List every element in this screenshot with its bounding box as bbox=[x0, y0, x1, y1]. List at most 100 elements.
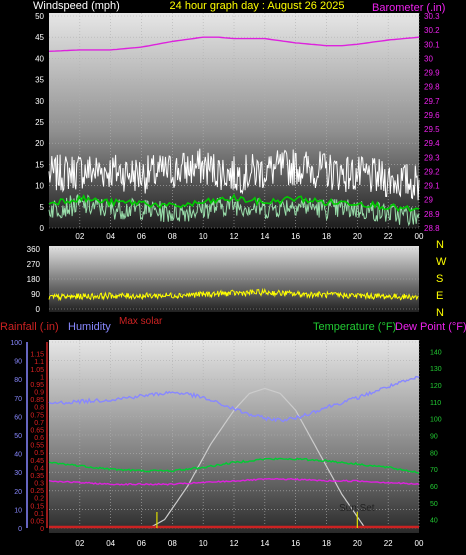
temperature-tick-label: 130 bbox=[430, 366, 442, 373]
temperature-axis-title: Temperature (°F) bbox=[313, 321, 396, 333]
humidity-tick-label: 100 bbox=[10, 340, 22, 347]
temperature-tick-label: 100 bbox=[430, 417, 442, 424]
rain-tick-label: 0.2 bbox=[34, 496, 44, 503]
rain-tick-label: 0.55 bbox=[30, 443, 44, 450]
rainfall-axis-title: Rainfall (.in) bbox=[0, 321, 59, 333]
direction-tick-label: 180 bbox=[27, 275, 41, 284]
temperature-tick-label: 110 bbox=[430, 400, 441, 407]
y-tick-label: 40 bbox=[35, 54, 44, 63]
x-tick-label: 22 bbox=[384, 232, 393, 241]
x-tick-label: 08 bbox=[168, 539, 177, 548]
max-solar-line bbox=[148, 387, 366, 529]
temperature-tick-label: 90 bbox=[430, 434, 438, 441]
x-tick-label: 02 bbox=[75, 232, 84, 241]
direction-tick-label: 360 bbox=[27, 245, 41, 254]
rain-tick-label: 1.15 bbox=[30, 352, 44, 359]
y2-tick-label: 29.4 bbox=[424, 139, 440, 148]
wind-series bbox=[48, 36, 420, 227]
temperature-tick-label: 40 bbox=[430, 518, 438, 525]
rain-tick-label: 0.45 bbox=[30, 458, 44, 465]
x-tick-label: 20 bbox=[353, 539, 362, 548]
humidity-tick-label: 80 bbox=[14, 377, 22, 384]
temperature-line bbox=[48, 457, 420, 474]
temperature-tick-label: 80 bbox=[430, 450, 438, 457]
max-solar-label: Max solar bbox=[119, 316, 163, 327]
x-tick-label: 06 bbox=[137, 539, 146, 548]
x-tick-label: 04 bbox=[106, 539, 115, 548]
rain-tick-label: 0.85 bbox=[30, 397, 44, 404]
y2-tick-label: 29.5 bbox=[424, 125, 440, 134]
compass-letter: W bbox=[436, 256, 447, 268]
x-tick-label: 18 bbox=[322, 539, 331, 548]
rain-tick-label: 0.75 bbox=[30, 412, 44, 419]
y-tick-label: 35 bbox=[35, 76, 44, 85]
rain-tick-label: 0.1 bbox=[34, 511, 44, 518]
x-tick-label: 20 bbox=[353, 232, 362, 241]
x-tick-label: 18 bbox=[322, 232, 331, 241]
barometer-line bbox=[48, 36, 420, 52]
rain-tick-label: 0.65 bbox=[30, 427, 44, 434]
humidity-tick-label: 60 bbox=[14, 414, 22, 421]
y2-tick-label: 28.8 bbox=[424, 224, 440, 233]
wind-lull-line bbox=[48, 193, 420, 227]
temperature-tick-label: 70 bbox=[430, 467, 438, 474]
x-tick-label: 22 bbox=[384, 539, 393, 548]
temperature-series bbox=[48, 375, 420, 529]
y2-tick-label: 29.1 bbox=[424, 182, 440, 191]
humidity-tick-label: 50 bbox=[14, 433, 22, 440]
dewpoint-line bbox=[48, 477, 420, 486]
y2-tick-label: 29.9 bbox=[424, 69, 440, 78]
rain-tick-label: 0.05 bbox=[30, 518, 44, 525]
direction-tick-label: 0 bbox=[36, 305, 41, 314]
x-tick-label: 16 bbox=[291, 539, 300, 548]
compass-letter: E bbox=[436, 290, 443, 302]
x-tick-label: 02 bbox=[75, 539, 84, 548]
y-tick-label: 30 bbox=[35, 97, 44, 106]
x-tick-label: 12 bbox=[230, 232, 239, 241]
x-tick-label: 14 bbox=[260, 232, 269, 241]
compass-letter: N bbox=[436, 239, 444, 251]
y-tick-label: 25 bbox=[35, 118, 44, 127]
wind-panel bbox=[49, 13, 419, 228]
direction-tick-label: 270 bbox=[27, 260, 41, 269]
rain-tick-label: 0.25 bbox=[30, 488, 44, 495]
y2-tick-label: 28.9 bbox=[424, 210, 440, 219]
rain-tick-label: 0.35 bbox=[30, 473, 44, 480]
rain-tick-label: 0.8 bbox=[34, 405, 44, 412]
y2-tick-label: 30.1 bbox=[424, 40, 440, 49]
y2-tick-label: 29.7 bbox=[424, 97, 440, 106]
chart-title: 24 hour graph day : August 26 2025 bbox=[170, 0, 345, 12]
x-tick-label: 10 bbox=[199, 232, 208, 241]
sunset-label: Sun Set bbox=[339, 503, 375, 514]
temperature-tick-label: 50 bbox=[430, 501, 438, 508]
x-tick-label: 00 bbox=[415, 539, 424, 548]
windspeed-axis-title: Windspeed (mph) bbox=[33, 0, 120, 12]
x-tick-label: 10 bbox=[199, 539, 208, 548]
rain-tick-label: 0.5 bbox=[34, 450, 44, 457]
y2-tick-label: 29.8 bbox=[424, 83, 440, 92]
temperature-tick-label: 60 bbox=[430, 484, 438, 491]
rain-tick-label: 1.1 bbox=[34, 359, 44, 366]
y2-tick-label: 29.6 bbox=[424, 111, 440, 120]
x-tick-label: 14 bbox=[260, 539, 269, 548]
direction-tick-label: 90 bbox=[31, 290, 40, 299]
direction-panel bbox=[49, 246, 419, 312]
humidity-tick-label: 40 bbox=[14, 452, 22, 459]
y2-tick-label: 30.3 bbox=[424, 12, 440, 21]
y-tick-label: 10 bbox=[35, 182, 44, 191]
humidity-tick-label: 90 bbox=[14, 359, 22, 366]
x-tick-label: 12 bbox=[230, 539, 239, 548]
y2-tick-label: 30 bbox=[424, 54, 433, 63]
humidity-tick-label: 10 bbox=[14, 507, 22, 514]
y2-tick-label: 29.3 bbox=[424, 153, 440, 162]
axis-labels: 0510152025303540455028.828.92929.129.229… bbox=[10, 12, 441, 548]
humidity-axis-title: Humidity bbox=[68, 321, 111, 333]
y-tick-label: 5 bbox=[40, 203, 45, 212]
wind-average-line bbox=[48, 193, 420, 212]
rain-tick-label: 1.05 bbox=[30, 367, 44, 374]
y-tick-label: 20 bbox=[35, 139, 44, 148]
y2-tick-label: 29 bbox=[424, 196, 433, 205]
humidity-line bbox=[48, 375, 420, 423]
direction-series bbox=[48, 287, 419, 302]
